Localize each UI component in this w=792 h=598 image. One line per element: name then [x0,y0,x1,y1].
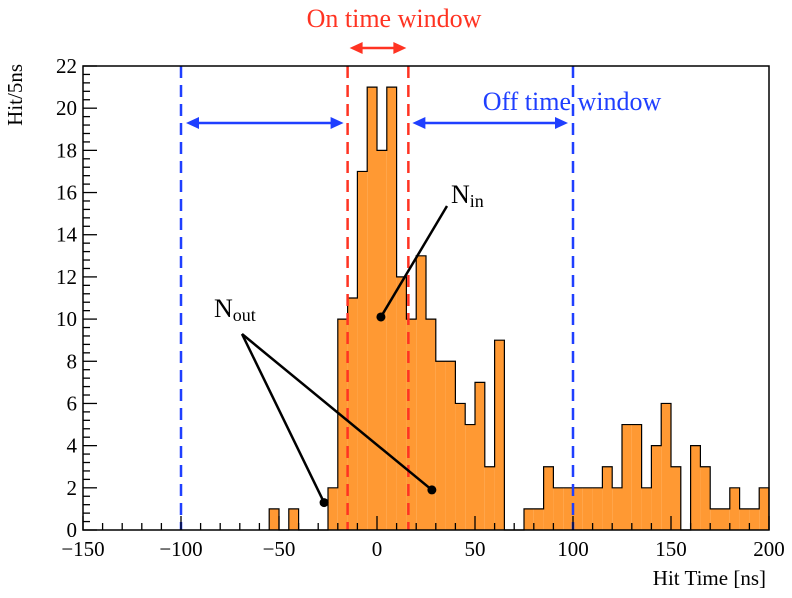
histogram-bar [553,487,564,530]
histogram-bar [455,403,466,530]
x-tick-label: 50 [465,537,486,561]
histogram-bar [357,171,368,531]
y-tick-label: 0 [67,518,78,542]
y-tick-label: 22 [56,54,77,78]
histogram-bar [426,319,436,530]
histogram-bar [475,382,485,530]
histogram-bar [377,150,387,530]
off-window-arrow-left [186,116,344,129]
histogram-bars [268,86,770,531]
histogram-bar [749,508,760,530]
n-out-point [427,485,437,495]
n-out-point [319,498,329,508]
arrow-head-right [330,116,344,129]
x-tick-label: −50 [263,537,296,561]
y-axis-label: Hit/5ns [3,64,27,126]
histogram-bar [347,298,358,530]
histogram-bar [661,403,671,530]
histogram-bar [720,508,730,530]
x-tick-label: 100 [557,537,589,561]
histogram-bar [406,319,417,530]
arrow-head-left [186,116,199,129]
histogram-bar [435,361,446,530]
histogram-bar [367,87,377,530]
arrow-head-right [555,116,568,129]
histogram-bar [337,319,348,530]
y-tick-label: 8 [67,349,78,373]
histogram-bar [396,276,407,530]
x-tick-label: 0 [372,537,383,561]
x-axis-label: Hit Time [ns] [653,566,766,590]
histogram-bar [739,508,750,530]
histogram-bar [690,445,701,530]
arrow-head-left [412,116,426,129]
histogram-bar [543,466,554,530]
y-tick-label: 18 [56,138,77,162]
on-time-window-label: On time window [307,4,482,33]
n-out-label: Nout [214,294,256,325]
off-window-arrow-right [412,116,568,129]
y-tick-label: 12 [56,265,77,289]
y-tick-label: 16 [56,181,77,205]
y-tick-label: 6 [67,391,78,415]
histogram-bar [671,466,681,530]
y-tick-label: 14 [56,223,78,247]
plot-border [82,65,770,531]
histogram-bar [759,487,769,530]
histogram-bar [729,487,740,530]
n-in-pointer-line [379,205,449,318]
y-tick-label: 2 [67,476,78,500]
histogram-bar [533,508,544,530]
on-window-arrow [349,42,407,54]
histogram-bar [269,508,279,530]
x-tick-label: 150 [655,537,687,561]
n-out-pointer-line [240,333,326,504]
off-time-window-label: Off time window [483,87,662,116]
histogram-bar [651,445,662,530]
histogram-bar [328,487,338,530]
histogram-bar [612,487,622,530]
time-window-markers [179,42,575,530]
histogram-bar [573,487,583,530]
histogram-bar [288,508,299,530]
histogram-bar [484,466,495,530]
y-axis-ticks: 0 2 4 6 8 10 12 14 16 18 20 22 [56,54,97,542]
histogram-bar [602,466,613,530]
histogram-bar [631,424,642,530]
histogram-bar [582,487,593,530]
x-tick-label: 200 [753,537,785,561]
y-tick-label: 4 [67,434,78,458]
annotations: Nin Nout [214,180,484,508]
plot-frame [82,65,770,531]
histogram-bar [494,340,505,530]
histogram-bar [710,508,720,530]
histogram-bar [700,466,711,530]
histogram-bar [465,424,475,530]
histogram-bar [563,487,573,530]
n-out-pointer-line [241,333,433,491]
histogram-bar [445,361,456,530]
histogram-bar [416,255,426,530]
n-in-label: Nin [451,180,484,211]
arrow-head-right [393,42,407,54]
histogram-bar [386,87,397,530]
histogram-bar [641,487,652,530]
y-tick-label: 20 [56,96,77,120]
n-in-point [376,312,386,322]
x-axis-ticks: −150 −100 −50 0 50 100 150 200 [61,516,785,561]
arrow-head-left [349,42,363,54]
histogram-bar [592,487,603,530]
x-tick-label: −100 [159,537,202,561]
y-tick-label: 10 [56,307,77,331]
histogram-bar [622,424,632,530]
histogram-bar [524,508,534,530]
x-tick-label: −150 [61,537,104,561]
